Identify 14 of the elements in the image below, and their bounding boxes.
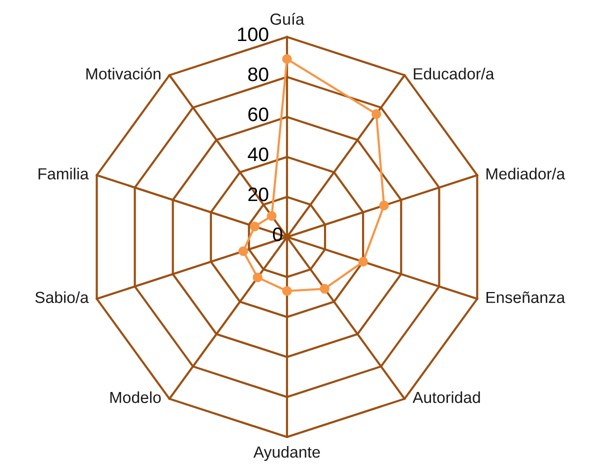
y-tick-label: 40 [248,147,268,162]
spoke-label: Mediador/a [486,168,566,180]
spoke-label: Guía [270,12,304,25]
spoke-label: Educador/a [414,68,494,80]
spoke-label: Sabio/a [35,291,89,304]
spoke-label: Modelo [110,391,161,404]
y-tick-label: 80 [248,67,268,82]
spoke-label: Autoridad [412,391,480,404]
y-tick-label: 60 [248,107,268,122]
spoke-label: Ayudante [253,446,320,461]
spoke-label: Familia [38,168,89,180]
spoke-label: Motivación [86,68,160,80]
spoke-label: Enseñanza [486,291,566,304]
y-tick-label: 100 [238,27,268,42]
